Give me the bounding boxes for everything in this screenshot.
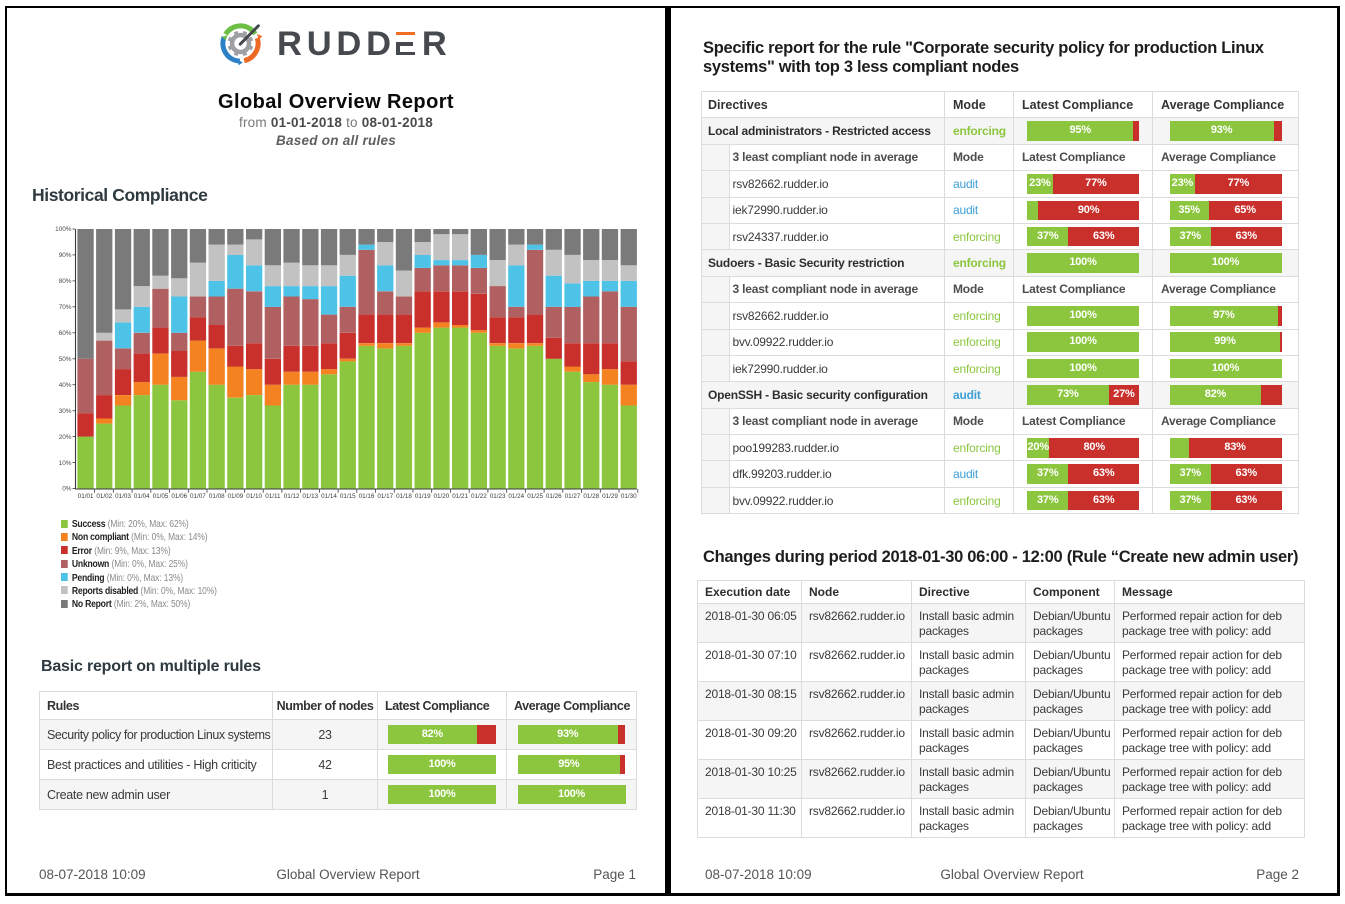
svg-text:90%: 90% — [59, 252, 72, 259]
svg-text:01/06: 01/06 — [171, 493, 187, 500]
svg-text:01/25: 01/25 — [527, 493, 543, 500]
svg-text:01/19: 01/19 — [415, 493, 431, 500]
svg-text:01/11: 01/11 — [265, 493, 281, 500]
svg-text:01/01: 01/01 — [78, 493, 94, 500]
svg-text:01/17: 01/17 — [377, 493, 393, 500]
svg-text:40%: 40% — [59, 382, 72, 389]
svg-text:01/14: 01/14 — [321, 493, 337, 500]
svg-text:01/26: 01/26 — [546, 493, 562, 500]
svg-text:01/09: 01/09 — [228, 493, 244, 500]
svg-text:0%: 0% — [62, 486, 72, 493]
svg-text:01/24: 01/24 — [508, 493, 524, 500]
svg-text:01/21: 01/21 — [452, 493, 468, 500]
svg-text:01/23: 01/23 — [490, 493, 506, 500]
svg-text:10%: 10% — [59, 460, 72, 467]
svg-text:01/05: 01/05 — [153, 493, 169, 500]
svg-text:50%: 50% — [59, 356, 72, 363]
svg-text:01/27: 01/27 — [565, 493, 581, 500]
svg-text:01/15: 01/15 — [340, 493, 356, 500]
svg-text:01/03: 01/03 — [115, 493, 131, 500]
svg-text:01/08: 01/08 — [209, 493, 225, 500]
svg-text:01/02: 01/02 — [96, 493, 112, 500]
svg-text:60%: 60% — [59, 330, 72, 337]
svg-text:01/28: 01/28 — [583, 493, 599, 500]
svg-text:01/07: 01/07 — [190, 493, 206, 500]
svg-text:80%: 80% — [59, 278, 72, 285]
svg-text:01/30: 01/30 — [621, 493, 637, 500]
svg-text:01/16: 01/16 — [359, 493, 375, 500]
svg-text:01/13: 01/13 — [302, 493, 318, 500]
svg-text:01/04: 01/04 — [134, 493, 150, 500]
svg-text:20%: 20% — [59, 434, 72, 441]
svg-text:01/18: 01/18 — [396, 493, 412, 500]
svg-text:01/29: 01/29 — [602, 493, 618, 500]
svg-text:30%: 30% — [59, 408, 72, 415]
svg-text:01/22: 01/22 — [471, 493, 487, 500]
svg-text:100%: 100% — [55, 226, 72, 233]
svg-text:01/20: 01/20 — [434, 493, 450, 500]
svg-text:70%: 70% — [59, 304, 72, 311]
svg-text:01/12: 01/12 — [284, 493, 300, 500]
svg-text:01/10: 01/10 — [246, 493, 262, 500]
